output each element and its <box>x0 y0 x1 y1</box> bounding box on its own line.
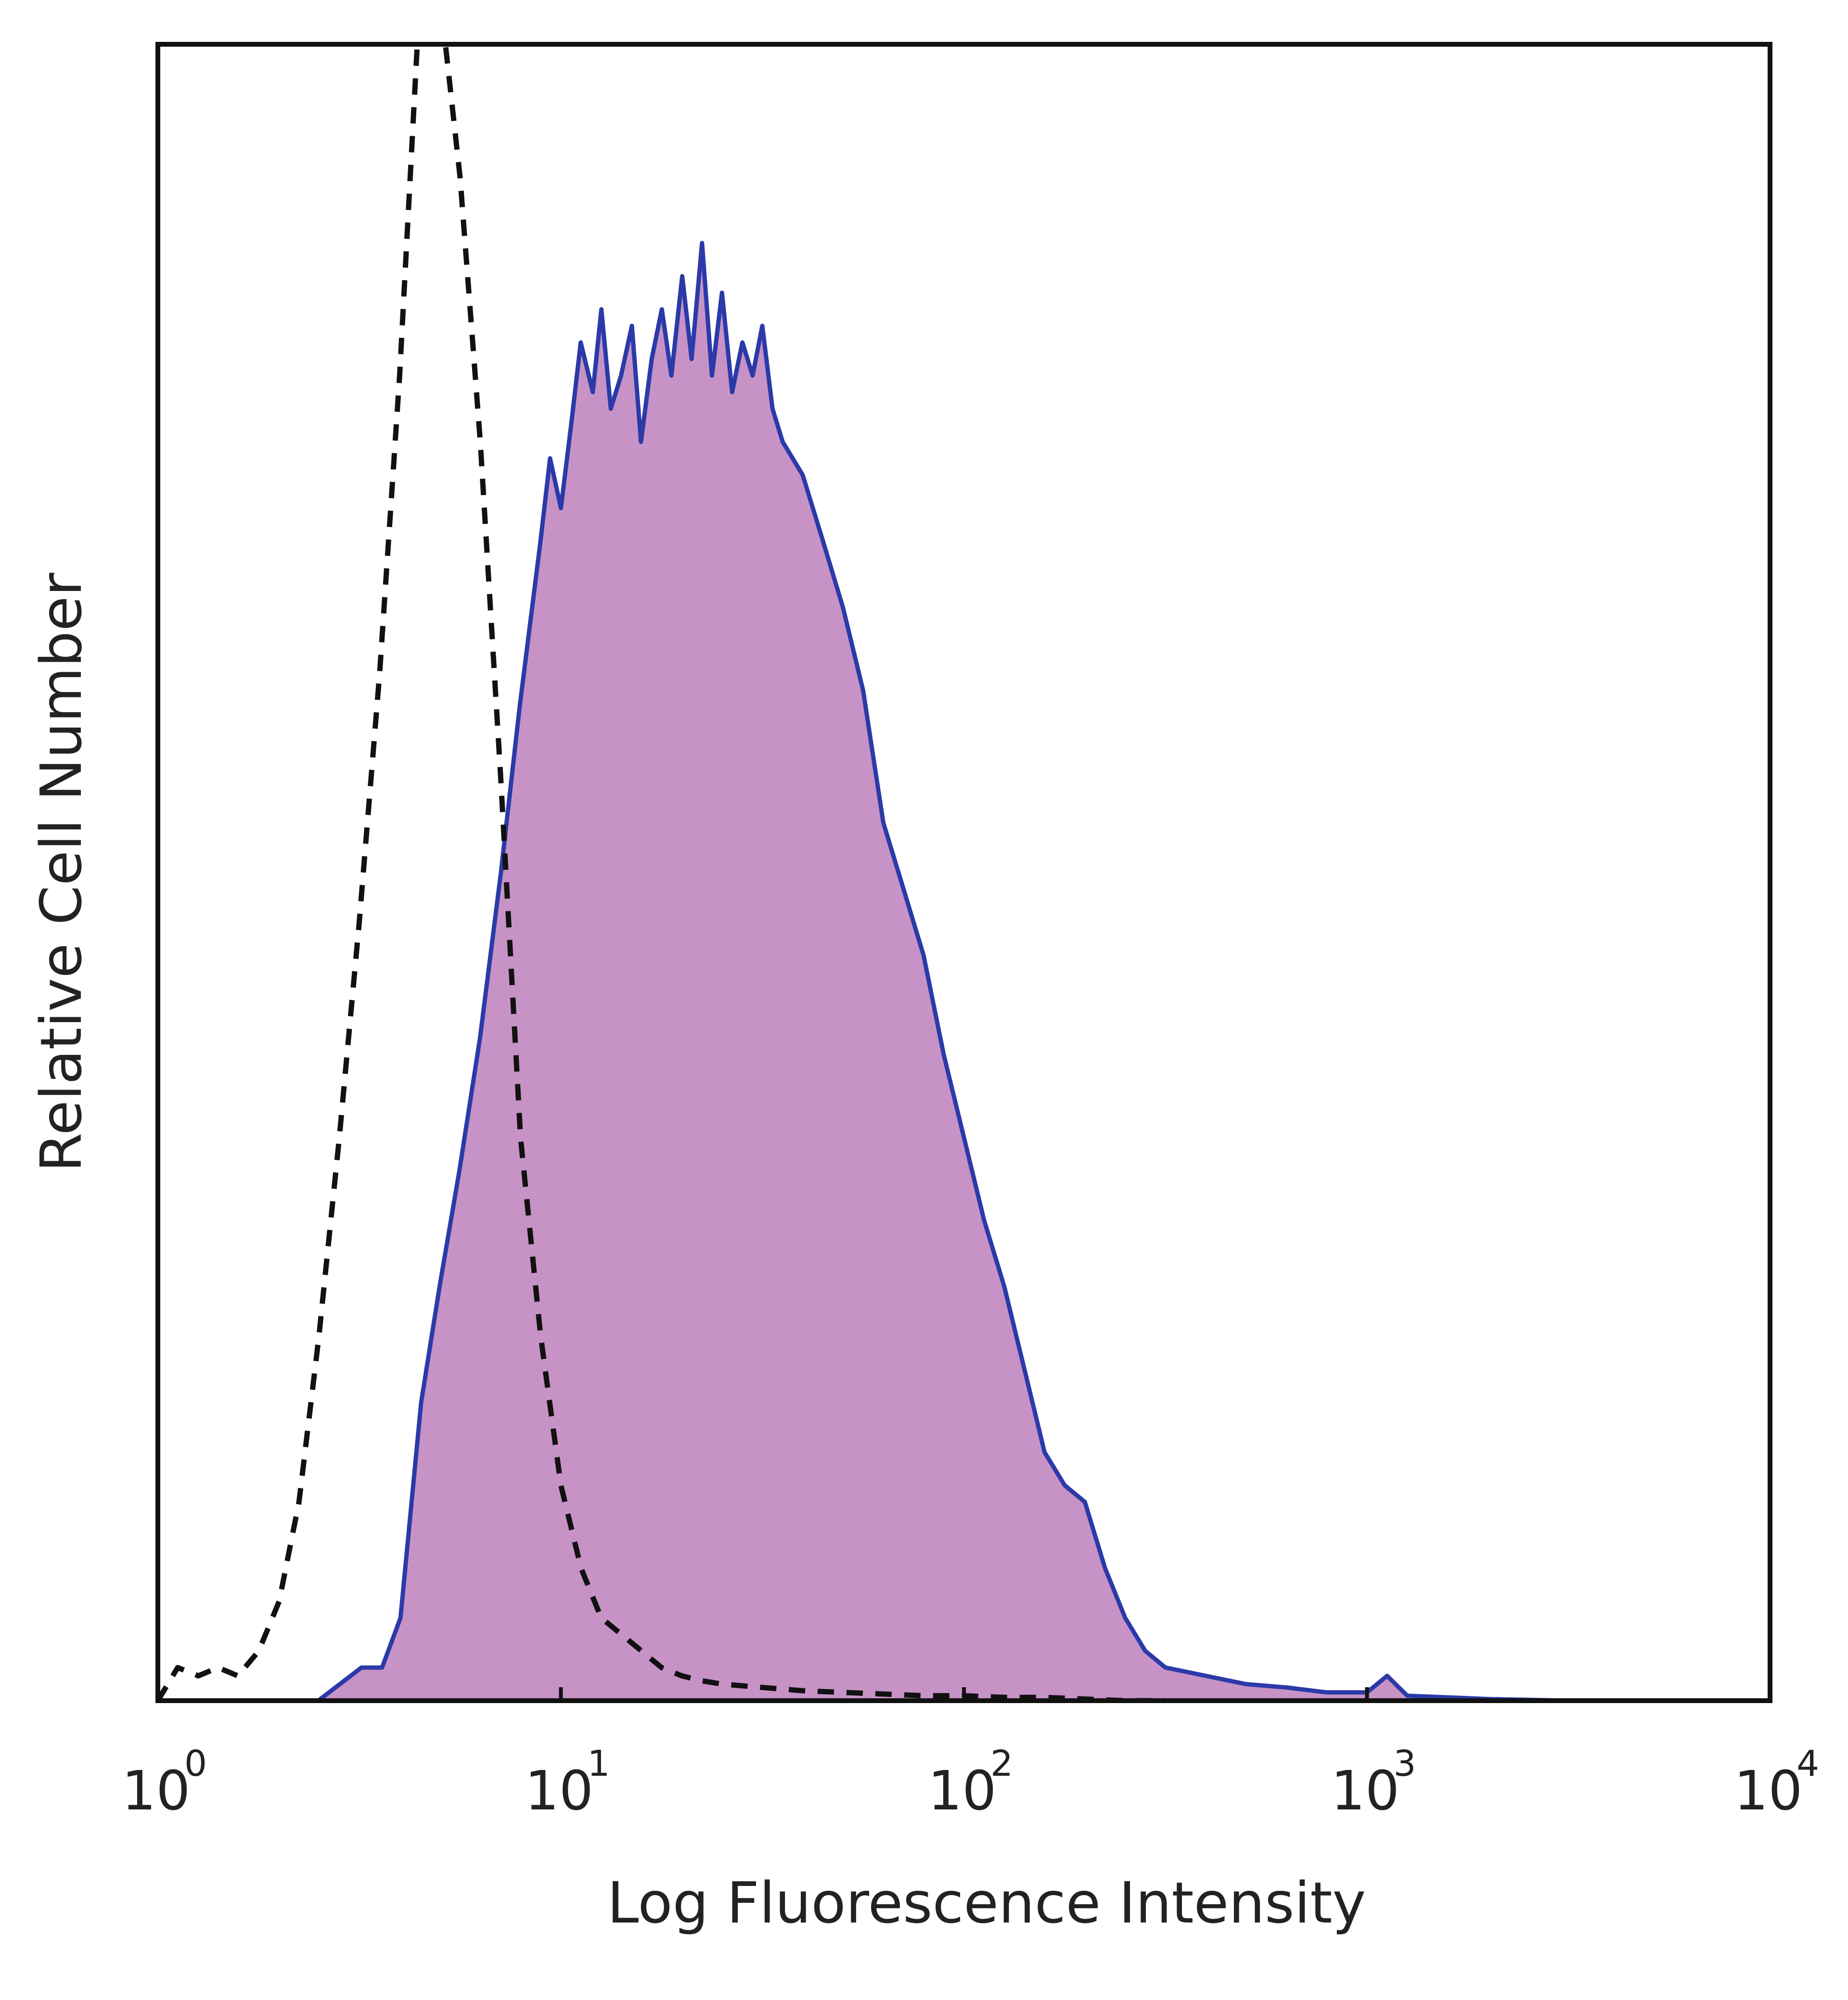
x-tick-label: 10 <box>525 1760 594 1822</box>
x-tick-exponent: 0 <box>184 1743 207 1784</box>
x-tick-label: 10 <box>122 1760 191 1822</box>
x-tick-label: 10 <box>1734 1760 1803 1822</box>
x-axis-title: Log Fluorescence Intensity <box>607 1870 1366 1936</box>
x-tick-label: 10 <box>928 1760 997 1822</box>
x-tick-exponent: 4 <box>1797 1743 1819 1784</box>
x-tick-exponent: 2 <box>990 1743 1013 1784</box>
x-tick-label: 10 <box>1331 1760 1400 1822</box>
y-axis-title: Relative Cell Number <box>28 573 94 1172</box>
control-histogram-dashed-line <box>158 44 1166 1701</box>
x-tick-exponent: 1 <box>588 1743 610 1784</box>
x-tick-exponent: 3 <box>1394 1743 1416 1784</box>
stained-histogram-line <box>158 241 1770 1701</box>
stained-histogram-fill <box>158 243 1770 1701</box>
